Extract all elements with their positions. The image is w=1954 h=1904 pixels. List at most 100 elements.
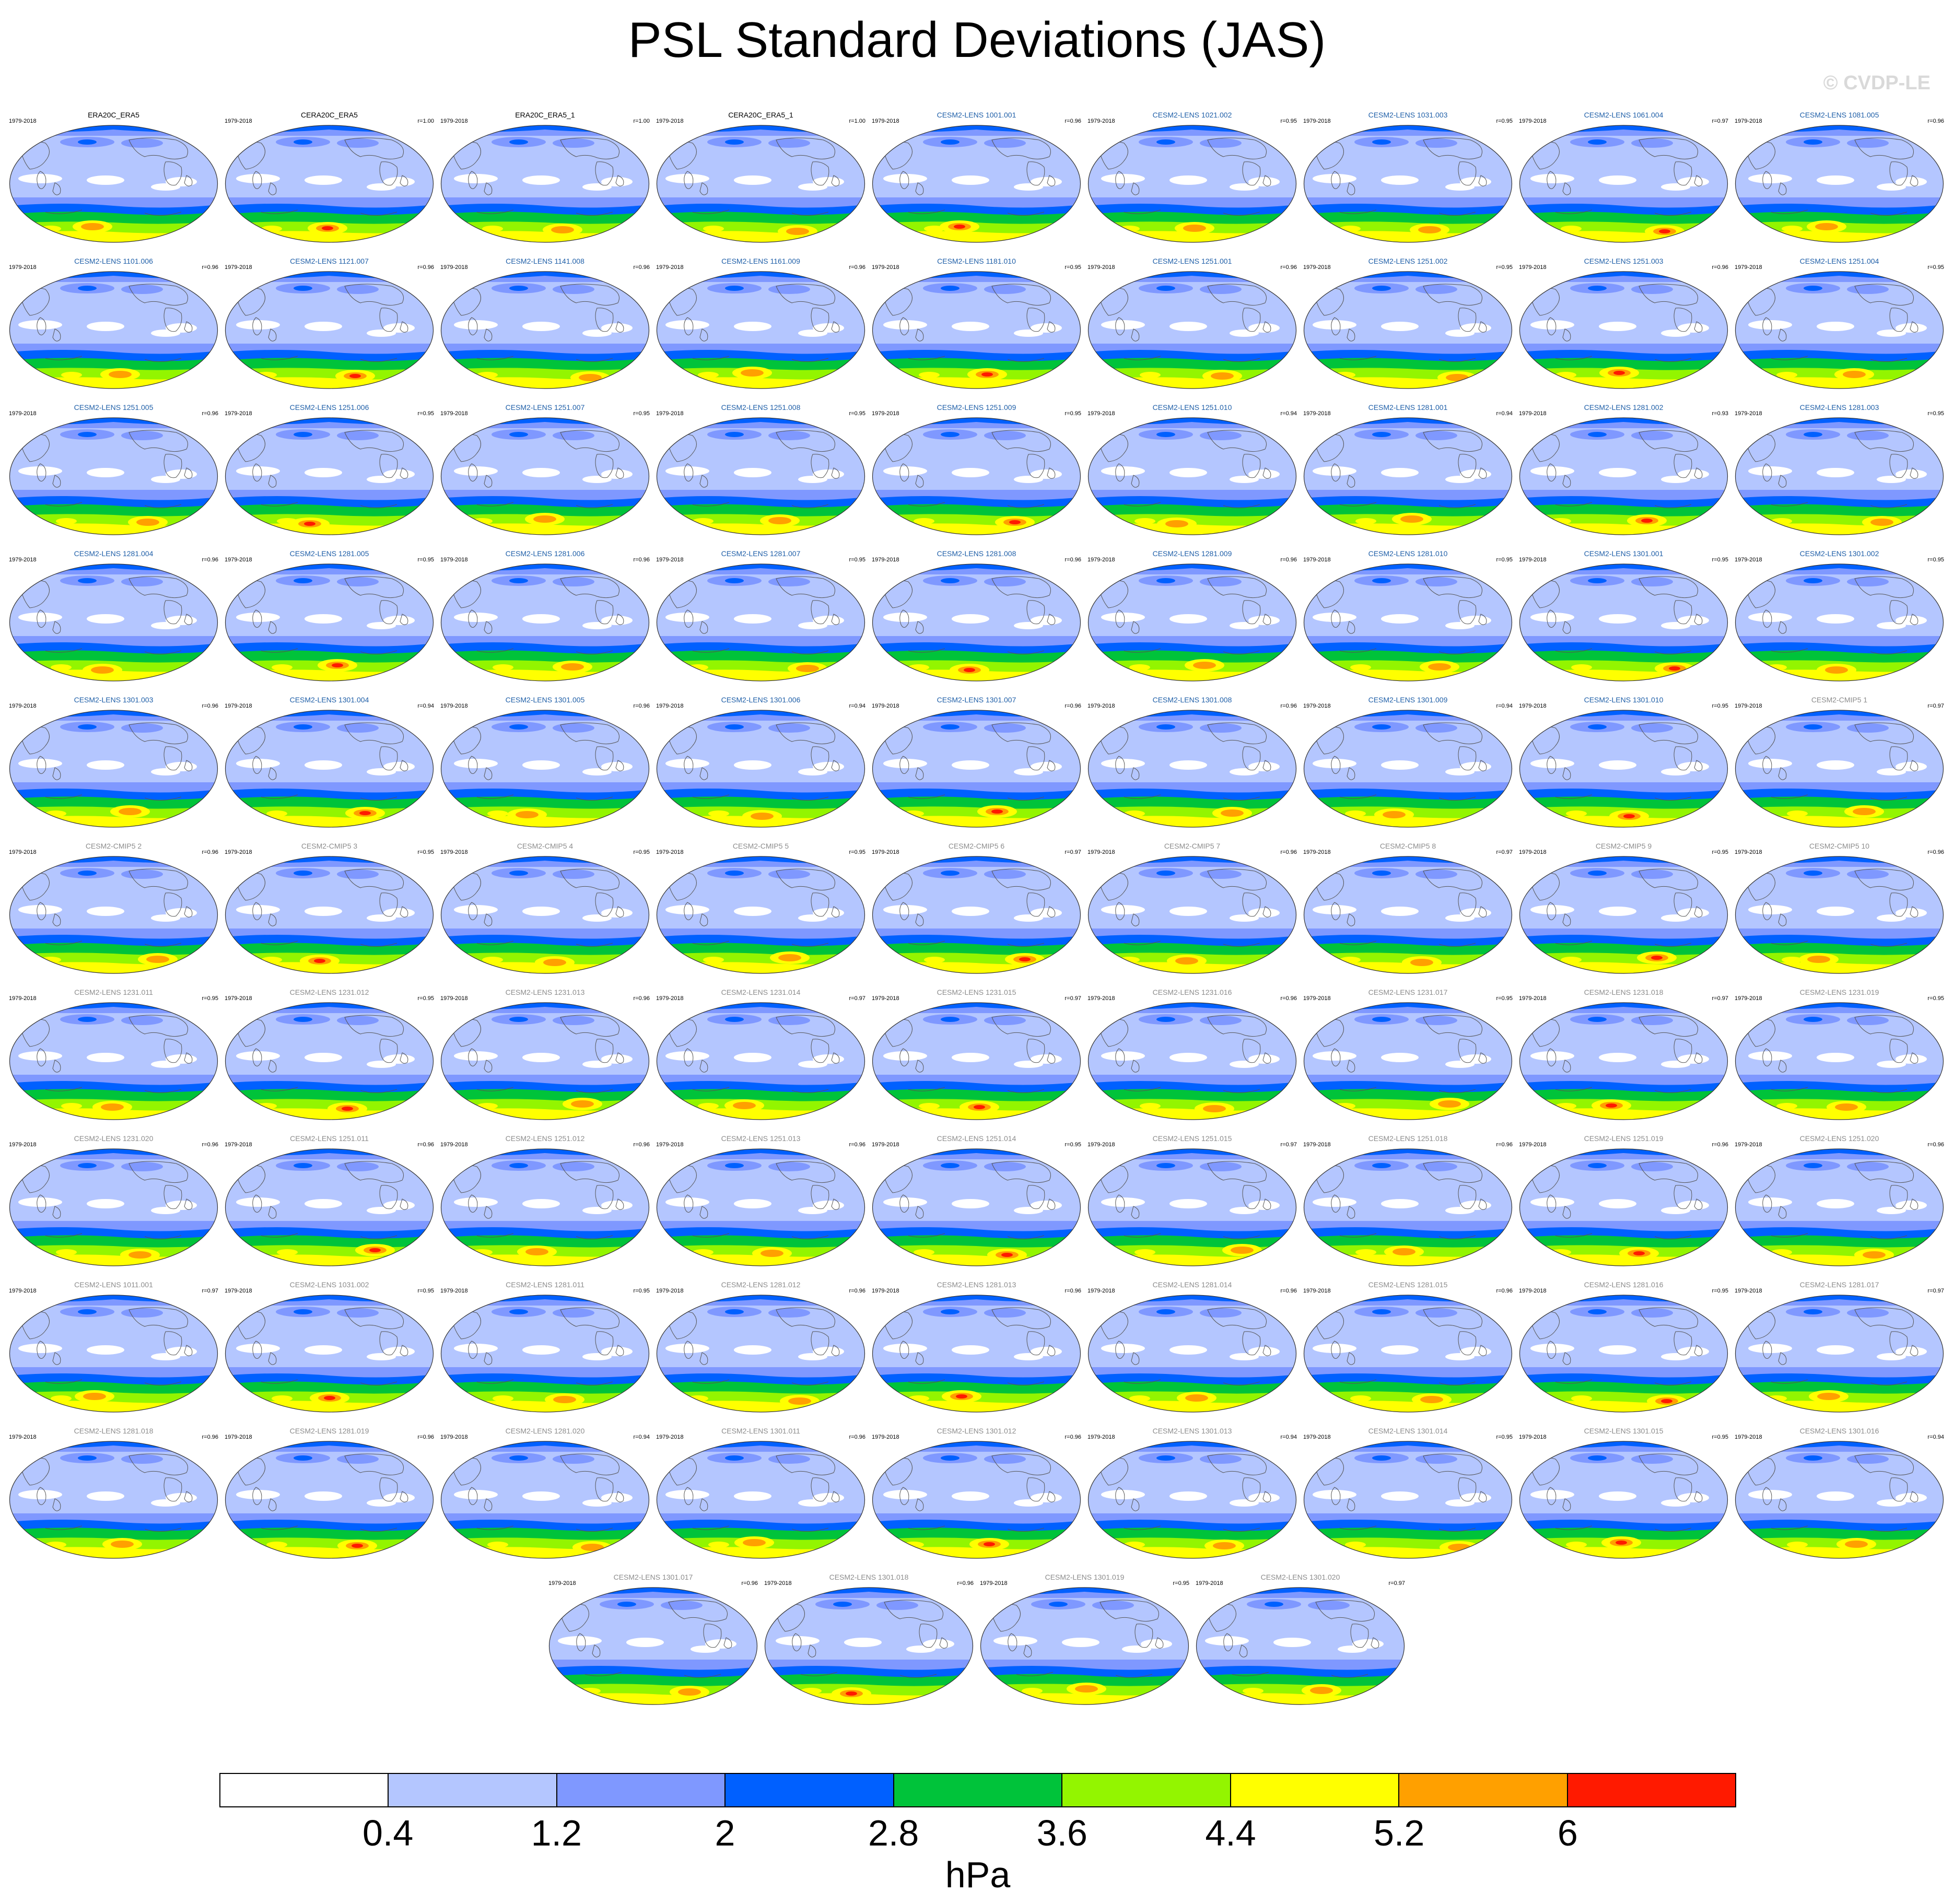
panel-title: CESM2-LENS 1301.005 [505, 696, 585, 704]
panel-title: CESM2-LENS 1301.015 [1584, 1427, 1664, 1435]
map-panel: CESM2-LENS 1061.004 1979-2018 r=0.97 [1518, 111, 1729, 248]
panel-title: CESM2-CMIP5 5 [732, 842, 789, 850]
panel-correlation: r=0.96 [1280, 1288, 1297, 1294]
panel-period: 1979-2018 [548, 1580, 576, 1586]
panel-title: CESM2-LENS 1281.014 [1152, 1280, 1232, 1289]
map-panel: CESM2-CMIP5 6 1979-2018 r=0.97 [871, 842, 1082, 979]
panel-period: 1979-2018 [1519, 1142, 1547, 1148]
std-dev-map [225, 1295, 434, 1413]
coastlines [19, 430, 193, 509]
panel-title: CESM2-LENS 1281.020 [505, 1427, 585, 1435]
panel-correlation: r=0.96 [1064, 1434, 1082, 1440]
panel-correlation: r=0.97 [849, 995, 866, 1002]
map-panel: CESM2-LENS 1301.016 1979-2018 r=0.94 [1734, 1427, 1945, 1564]
colorbar-box [557, 1774, 726, 1806]
coastlines [1745, 868, 1918, 947]
std-dev-map [1303, 1148, 1513, 1266]
panel-correlation: r=0.96 [202, 1142, 219, 1148]
map-panel: CESM2-LENS 1281.004 1979-2018 r=0.96 [8, 549, 219, 686]
panel-title: CESM2-LENS 1001.001 [937, 111, 1016, 119]
panel-title: CESM2-LENS 1141.008 [506, 257, 584, 265]
panel-period: 1979-2018 [440, 995, 468, 1002]
colorbar-level-label: 4.4 [1205, 1813, 1256, 1853]
std-dev-map [225, 417, 434, 535]
map-panel: CESM2-LENS 1251.011 1979-2018 r=0.96 [224, 1134, 435, 1271]
coastlines [450, 430, 624, 509]
std-dev-map [1087, 417, 1297, 535]
map-panel: CESM2-LENS 1231.016 1979-2018 r=0.96 [1086, 988, 1298, 1125]
std-dev-map [1087, 710, 1297, 828]
map-panel: CESM2-LENS 1281.006 1979-2018 r=0.96 [439, 549, 651, 686]
panel-correlation: r=0.95 [1064, 264, 1082, 271]
panel-title: CESM2-LENS 1081.005 [1799, 111, 1879, 119]
panel-title: CESM2-LENS 1181.010 [937, 257, 1016, 265]
panel-correlation: r=0.97 [1064, 995, 1082, 1002]
colorbar-level-label: 3.6 [1036, 1813, 1087, 1853]
panel-title: CESM2-LENS 1301.001 [1584, 549, 1664, 558]
contour-fields [1088, 1295, 1296, 1412]
coastlines [1745, 284, 1918, 362]
panel-period: 1979-2018 [1087, 1434, 1115, 1440]
std-dev-map [1735, 271, 1944, 389]
panel-title: CESM2-LENS 1251.014 [937, 1134, 1016, 1143]
map-panel: CESM2-LENS 1281.010 1979-2018 r=0.95 [1302, 549, 1514, 686]
panel-period: 1979-2018 [1087, 264, 1115, 271]
panel-period: 1979-2018 [440, 703, 468, 709]
coastlines [235, 430, 408, 509]
panel-title: CESM2-LENS 1301.017 [613, 1573, 693, 1581]
map-panel: CESM2-LENS 1121.007 1979-2018 r=0.96 [224, 257, 435, 394]
std-dev-map [440, 710, 650, 828]
std-dev-map [9, 1002, 218, 1120]
map-panel: CESM2-LENS 1251.001 1979-2018 r=0.96 [1086, 257, 1298, 394]
panel-period: 1979-2018 [9, 264, 37, 271]
panel-correlation: r=0.96 [417, 1434, 435, 1440]
coastlines [1529, 1161, 1703, 1240]
panel-title: CESM2-CMIP5 8 [1379, 842, 1436, 850]
panel-title: CESM2-LENS 1281.008 [937, 549, 1016, 558]
panel-correlation: r=0.94 [417, 703, 435, 709]
panel-period: 1979-2018 [656, 1288, 684, 1294]
panel-title: CESM2-LENS 1281.009 [1152, 549, 1232, 558]
std-dev-map [9, 271, 218, 389]
map-panel: CESM2-CMIP5 2 1979-2018 r=0.96 [8, 842, 219, 979]
std-dev-map [440, 125, 650, 243]
panel-title: CESM2-LENS 1011.001 [74, 1280, 153, 1289]
panel-title: CESM2-LENS 1301.014 [1368, 1427, 1448, 1435]
std-dev-map [656, 417, 865, 535]
panel-correlation: r=0.97 [1712, 118, 1729, 124]
panel-correlation: r=0.97 [202, 1288, 219, 1294]
map-panel: CESM2-LENS 1281.007 1979-2018 r=0.95 [655, 549, 867, 686]
map-panel: CESM2-LENS 1301.005 1979-2018 r=0.96 [439, 696, 651, 832]
coastlines [882, 1453, 1056, 1532]
map-panel: CESM2-CMIP5 5 1979-2018 r=0.95 [655, 842, 867, 979]
panel-period: 1979-2018 [1519, 410, 1547, 417]
colorbar-box [1231, 1774, 1400, 1806]
map-panel: CESM2-LENS 1301.008 1979-2018 r=0.96 [1086, 696, 1298, 832]
panel-period: 1979-2018 [225, 410, 252, 417]
std-dev-map [872, 563, 1081, 681]
panel-period: 1979-2018 [1735, 410, 1762, 417]
panel-period: 1979-2018 [872, 557, 899, 563]
std-dev-map [656, 1441, 865, 1559]
map-panel: CESM2-LENS 1231.019 1979-2018 r=0.95 [1734, 988, 1945, 1125]
panel-title: CESM2-LENS 1251.001 [1152, 257, 1232, 265]
panel-period: 1979-2018 [1087, 1142, 1115, 1148]
std-dev-map [1303, 125, 1513, 243]
panel-title: CESM2-LENS 1251.004 [1799, 257, 1879, 265]
panel-period: 1979-2018 [872, 264, 899, 271]
map-panel: CESM2-LENS 1251.020 1979-2018 r=0.96 [1734, 1134, 1945, 1271]
panel-title: CESM2-LENS 1301.003 [74, 696, 154, 704]
std-dev-map [1303, 417, 1513, 535]
panel-correlation: r=0.95 [417, 1288, 435, 1294]
panel-correlation: r=0.95 [202, 995, 219, 1002]
std-dev-map [1735, 710, 1944, 828]
panel-period: 1979-2018 [1303, 264, 1331, 271]
panel-title: CESM2-LENS 1251.010 [1152, 403, 1232, 412]
std-dev-map [980, 1587, 1189, 1705]
panel-correlation: r=1.00 [849, 118, 866, 124]
colorbar-level-label: 1.2 [531, 1813, 582, 1853]
panel-correlation: r=0.95 [1712, 849, 1729, 855]
coastlines [774, 1600, 948, 1678]
std-dev-map [656, 1148, 865, 1266]
panel-correlation: r=0.96 [1712, 1142, 1729, 1148]
